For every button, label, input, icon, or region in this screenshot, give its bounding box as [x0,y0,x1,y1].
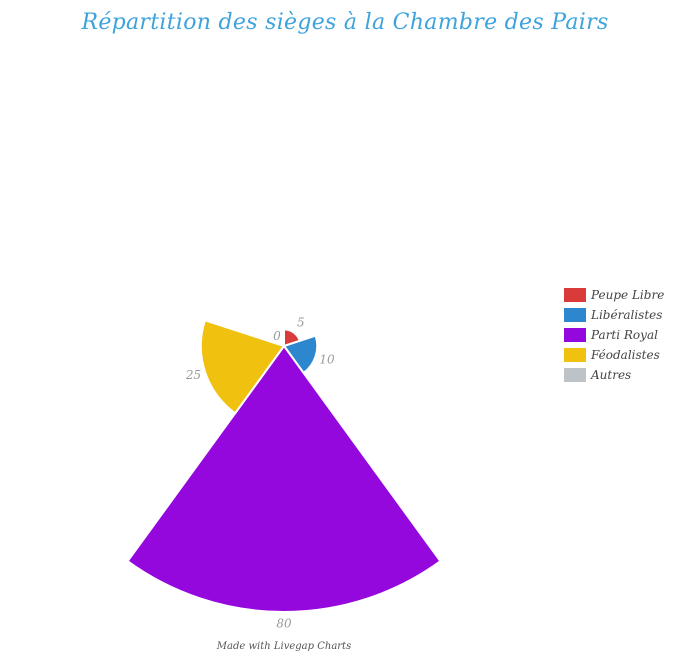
legend-item-liberalistes[interactable]: Libéralistes [564,305,664,325]
legend-label: Autres [591,368,632,382]
legend-swatch [564,328,586,342]
footer-credit: Made with Livegap Charts [216,641,352,652]
legend-label: Féodalistes [591,348,660,362]
slice-parti-royal[interactable] [126,344,442,613]
legend-item-peupe-libre[interactable]: Peupe Libre [564,285,664,305]
slice-feodalistes[interactable] [199,319,286,415]
slices-group [126,319,442,613]
legend-item-autres[interactable]: Autres [564,365,664,385]
legend-swatch [564,308,586,322]
chart-title: Répartition des sièges à la Chambre des … [81,10,609,35]
value-label-parti-royal: 80 [276,617,292,631]
legend-item-parti-royal[interactable]: Parti Royal [564,325,664,345]
value-label-peupe-libre: 5 [297,315,305,329]
legend-label: Libéralistes [591,308,663,322]
legend-label: Peupe Libre [591,288,665,302]
value-label-feodalistes: 25 [185,368,201,382]
legend-swatch [564,288,586,302]
value-label-autres: 0 [273,329,281,343]
legend: Peupe Libre Libéralistes Parti Royal Féodal… [564,285,664,385]
value-labels-group: 5 10 80 25 0 [185,315,335,630]
legend-swatch [564,368,586,382]
value-label-liberalistes: 10 [319,352,335,366]
legend-item-feodalistes[interactable]: Féodalistes [564,345,664,365]
legend-swatch [564,348,586,362]
legend-label: Parti Royal [591,328,658,342]
